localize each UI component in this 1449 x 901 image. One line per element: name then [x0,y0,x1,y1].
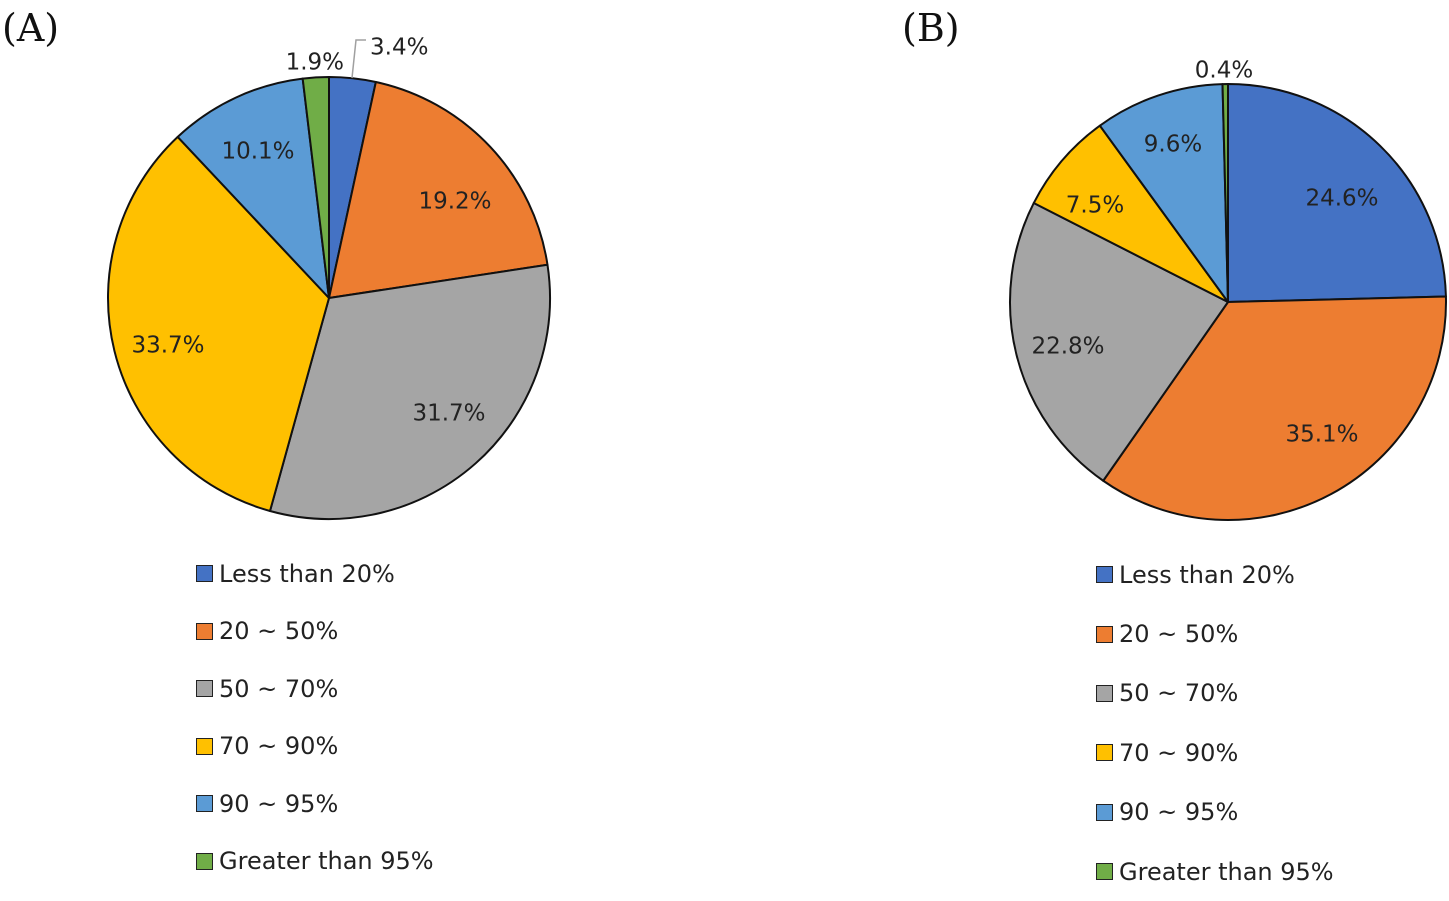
legend-item: 20 ~ 50% [196,603,434,661]
legend-label: 50 ~ 70% [219,674,339,703]
pie-slice [1227,83,1447,303]
legend-swatch [196,737,213,755]
data-label: 1.9% [286,50,344,76]
legend-label: Less than 20% [219,559,395,588]
chart-title: (A) [2,6,60,50]
data-label: 0.4% [1195,58,1253,84]
legend-swatch [1096,803,1113,821]
legend-label: 20 ~ 50% [219,617,339,646]
legend-item: 20 ~ 50% [1096,604,1334,663]
data-label: 35.1% [1285,422,1358,448]
legend-swatch [1096,625,1113,643]
legend-item: Less than 20% [196,545,434,603]
pie-slice [1032,124,1229,303]
legend-label: 70 ~ 90% [1119,738,1239,767]
pie-chart: 24.6% 35.1% 22.8% 7.5% 9.6% 0.4% [1009,58,1447,521]
legend-item: 50 ~ 70% [196,660,434,718]
legend: Less than 20% 20 ~ 50% 50 ~ 70% 70 ~ 90%… [196,545,434,890]
legend-item: Less than 20% [1096,545,1334,604]
data-label: 3.4% [370,35,428,61]
legend-label: 70 ~ 90% [219,732,339,761]
chart-title: (B) [902,6,960,50]
data-label: 33.7% [131,333,204,359]
pie-slice [269,263,551,520]
legend-label: Less than 20% [1119,560,1295,589]
pie-slice [1221,83,1229,303]
legend-item: 50 ~ 70% [1096,664,1334,723]
legend-label: 50 ~ 70% [1119,679,1239,708]
data-label: 31.7% [412,401,485,427]
legend-item: Greater than 95% [196,833,434,891]
legend: Less than 20% 20 ~ 50% 50 ~ 70% 70 ~ 90%… [1096,545,1334,901]
pie-slice [1098,83,1229,303]
legend-label: 20 ~ 50% [1119,620,1239,649]
legend-swatch [196,852,213,870]
legend-label: Greater than 95% [219,847,434,876]
pie-slice [107,135,330,512]
data-label: 19.2% [418,189,491,215]
chart-panel-b: (B) 24.6% 35.1% 22.8% 7.5% 9.6% 0.4% Less tha… [720,0,1449,886]
leader-line [351,39,366,79]
legend-item: Greater than 95% [1096,842,1334,901]
legend-item: 90 ~ 95% [1096,783,1334,842]
legend-swatch [196,622,213,640]
legend-swatch [196,680,213,698]
data-label: 9.6% [1144,132,1202,158]
legend-swatch [1096,684,1113,702]
chart-panel-a: (A) 3.4% 19.2% 31.7% 33.7% 10.1% 1.9% Less th… [0,0,720,875]
pie-slice [301,75,330,299]
pie-slice [1102,295,1447,521]
legend-swatch [196,565,213,583]
pie-slice [1009,202,1229,482]
legend-item: 90 ~ 95% [196,775,434,833]
legend-swatch [196,795,213,813]
legend-item: 70 ~ 90% [1096,723,1334,782]
pie-slice [176,77,330,299]
data-label: 7.5% [1066,193,1124,219]
pie-chart: 3.4% 19.2% 31.7% 33.7% 10.1% 1.9% [107,35,551,520]
legend-label: Greater than 95% [1119,857,1334,886]
data-label: 22.8% [1031,334,1104,360]
legend-label: 90 ~ 95% [219,789,339,818]
legend-swatch [1096,744,1113,762]
legend-label: 90 ~ 95% [1119,798,1239,827]
legend-item: 70 ~ 90% [196,718,434,776]
pie-slice [328,81,549,299]
legend-swatch [1096,863,1113,881]
data-label: 10.1% [221,139,294,165]
legend-swatch [1096,566,1113,584]
data-label: 24.6% [1305,186,1378,212]
